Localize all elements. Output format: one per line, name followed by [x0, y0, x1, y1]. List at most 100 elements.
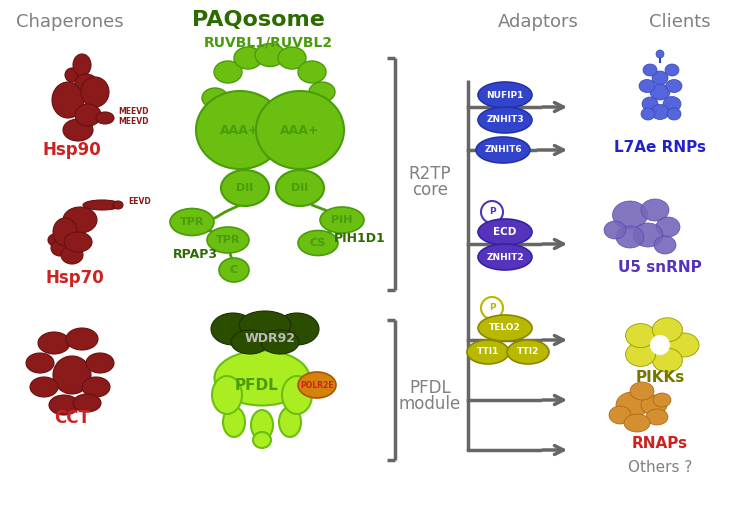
Ellipse shape	[239, 311, 291, 339]
Ellipse shape	[633, 223, 663, 247]
Ellipse shape	[231, 330, 269, 354]
Ellipse shape	[75, 104, 101, 126]
Ellipse shape	[63, 207, 97, 233]
Ellipse shape	[656, 217, 680, 237]
Ellipse shape	[625, 342, 655, 367]
Text: core: core	[412, 181, 448, 199]
Ellipse shape	[202, 88, 228, 108]
Text: U5 snRNP: U5 snRNP	[618, 261, 702, 275]
Text: PFDL: PFDL	[409, 379, 451, 397]
Ellipse shape	[651, 104, 669, 120]
Text: Others ?: Others ?	[627, 460, 692, 476]
Ellipse shape	[215, 350, 309, 406]
Ellipse shape	[64, 232, 92, 252]
Text: TPR: TPR	[180, 217, 204, 227]
Ellipse shape	[652, 318, 683, 342]
Ellipse shape	[666, 80, 682, 92]
Ellipse shape	[276, 170, 324, 206]
Ellipse shape	[320, 207, 364, 233]
Ellipse shape	[609, 406, 631, 424]
Ellipse shape	[643, 64, 657, 76]
Ellipse shape	[507, 340, 549, 364]
Text: MEEVD: MEEVD	[118, 107, 148, 117]
Text: ECD: ECD	[494, 227, 516, 237]
Ellipse shape	[478, 315, 532, 341]
Text: RNAPs: RNAPs	[632, 436, 688, 451]
Ellipse shape	[309, 82, 335, 102]
Text: PIKKs: PIKKs	[635, 371, 685, 385]
Ellipse shape	[646, 409, 668, 425]
Ellipse shape	[630, 382, 654, 400]
Ellipse shape	[211, 313, 255, 345]
Text: Clients: Clients	[649, 13, 711, 31]
Ellipse shape	[616, 392, 648, 418]
Ellipse shape	[478, 219, 532, 245]
Circle shape	[650, 335, 670, 355]
Ellipse shape	[669, 333, 699, 357]
Circle shape	[481, 201, 503, 223]
Text: RUVBL1/RUVBL2: RUVBL1/RUVBL2	[203, 35, 333, 49]
Ellipse shape	[52, 82, 84, 118]
Ellipse shape	[255, 44, 285, 66]
Ellipse shape	[612, 201, 647, 229]
Text: TTI1: TTI1	[477, 347, 499, 356]
Text: POLR2E: POLR2E	[300, 380, 333, 389]
Text: PIH1D1: PIH1D1	[334, 232, 386, 244]
Text: EEVD: EEVD	[128, 198, 150, 206]
Ellipse shape	[641, 108, 655, 120]
Text: AAA+: AAA+	[220, 124, 260, 136]
Ellipse shape	[219, 258, 249, 282]
Ellipse shape	[38, 332, 70, 354]
Text: Chaperones: Chaperones	[16, 13, 124, 31]
Ellipse shape	[251, 410, 273, 440]
Ellipse shape	[113, 201, 123, 209]
Text: WDR92: WDR92	[244, 333, 296, 345]
Ellipse shape	[30, 377, 58, 397]
Circle shape	[656, 50, 664, 58]
Ellipse shape	[261, 330, 299, 354]
Text: R2TP: R2TP	[409, 165, 451, 183]
Ellipse shape	[26, 353, 54, 373]
Ellipse shape	[476, 137, 530, 163]
Ellipse shape	[624, 414, 650, 432]
Ellipse shape	[652, 71, 668, 85]
Ellipse shape	[282, 376, 312, 414]
Ellipse shape	[48, 234, 62, 246]
Ellipse shape	[641, 199, 669, 221]
Text: CCT: CCT	[54, 409, 90, 427]
Ellipse shape	[73, 394, 101, 412]
Ellipse shape	[82, 377, 110, 397]
Ellipse shape	[625, 323, 655, 348]
Ellipse shape	[604, 221, 626, 239]
Text: Adaptors: Adaptors	[497, 13, 578, 31]
Text: L7Ae RNPs: L7Ae RNPs	[614, 140, 706, 156]
Ellipse shape	[467, 340, 509, 364]
Text: DII: DII	[237, 183, 253, 193]
Text: TTI2: TTI2	[517, 347, 539, 356]
Ellipse shape	[75, 74, 97, 90]
Text: DII: DII	[291, 183, 308, 193]
Ellipse shape	[63, 119, 93, 141]
Ellipse shape	[53, 356, 91, 394]
Text: RPAP3: RPAP3	[172, 248, 218, 262]
Ellipse shape	[73, 54, 91, 76]
Ellipse shape	[96, 112, 114, 124]
Ellipse shape	[214, 61, 242, 83]
Ellipse shape	[65, 68, 79, 82]
Text: Hsp70: Hsp70	[45, 269, 104, 287]
Ellipse shape	[616, 226, 644, 248]
Ellipse shape	[81, 77, 109, 107]
Ellipse shape	[170, 208, 214, 235]
Ellipse shape	[253, 432, 271, 448]
Ellipse shape	[665, 64, 679, 76]
Ellipse shape	[212, 376, 242, 414]
Ellipse shape	[641, 395, 667, 415]
Text: TPR: TPR	[215, 235, 240, 245]
Text: PAQosome: PAQosome	[191, 10, 324, 30]
Ellipse shape	[653, 393, 671, 407]
Ellipse shape	[234, 47, 262, 69]
Ellipse shape	[278, 47, 306, 69]
Text: ZNHIT2: ZNHIT2	[486, 252, 524, 262]
Ellipse shape	[642, 97, 658, 111]
Ellipse shape	[221, 170, 269, 206]
